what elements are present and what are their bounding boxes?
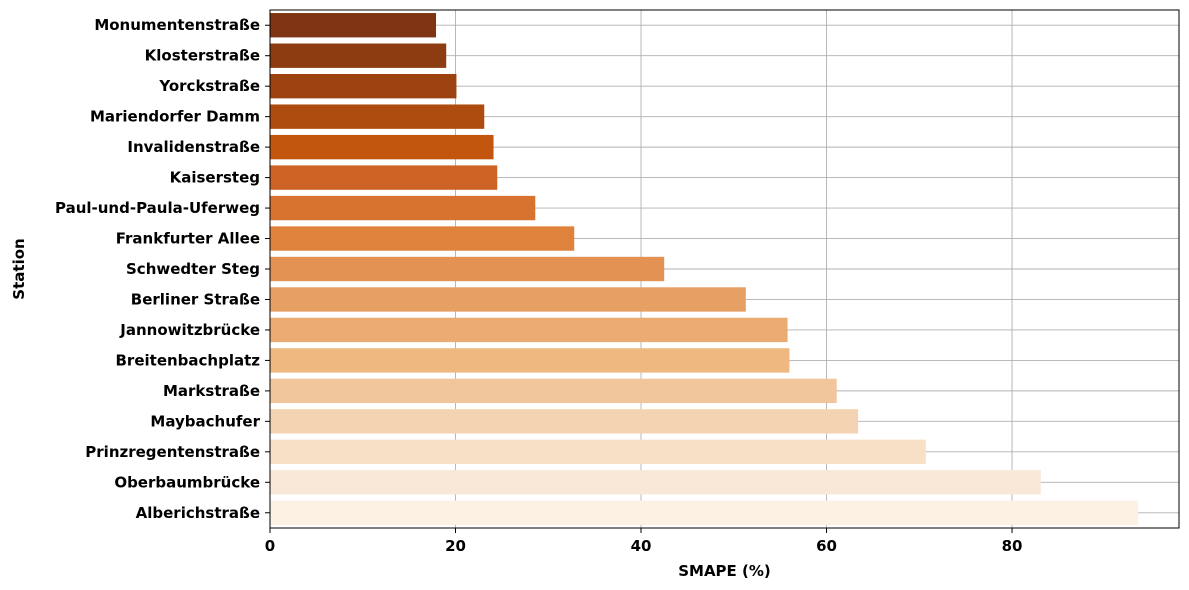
bar — [270, 134, 494, 160]
bars-layer — [270, 13, 1139, 525]
bar — [270, 287, 746, 312]
bar — [270, 43, 447, 68]
bar — [270, 439, 926, 465]
bar — [270, 13, 437, 38]
bar — [270, 378, 837, 404]
y-tick-label: Maybachufer — [150, 412, 260, 430]
y-axis-title: Station — [10, 238, 28, 299]
y-tick-label: Alberichstraße — [136, 504, 260, 522]
x-tick-label: 80 — [1002, 537, 1023, 555]
y-tick-label: Jannowitzbrücke — [119, 321, 260, 339]
bar — [270, 317, 788, 343]
y-tick-label: Breitenbachplatz — [116, 351, 261, 369]
bar — [270, 256, 665, 282]
y-tick-label: Mariendorfer Damm — [90, 108, 260, 126]
y-tick-label: Monumentenstraße — [94, 16, 260, 34]
y-tick-label: Markstraße — [163, 382, 260, 400]
y-tick-label: Berliner Straße — [131, 290, 260, 308]
y-tick-label: Yorckstraße — [158, 77, 260, 95]
y-tick-label: Schwedter Steg — [126, 260, 260, 278]
bar — [270, 409, 859, 434]
y-tick-label: Invalidenstraße — [127, 138, 260, 156]
y-tick-label: Oberbaumbrücke — [114, 473, 260, 491]
bar — [270, 195, 536, 221]
x-axis-title: SMAPE (%) — [678, 562, 771, 580]
y-tick-label: Paul-und-Paula-Uferweg — [55, 199, 260, 217]
bar — [270, 348, 790, 373]
bar — [270, 104, 485, 129]
bar — [270, 226, 575, 251]
bar — [270, 73, 457, 99]
y-tick-label: Prinzregentenstraße — [85, 443, 260, 461]
bar — [270, 500, 1139, 525]
bar — [270, 165, 498, 190]
bar — [270, 470, 1041, 495]
x-tick-label: 60 — [816, 537, 837, 555]
y-tick-label: Kaisersteg — [170, 169, 260, 187]
x-tick-label: 0 — [265, 537, 275, 555]
y-tick-label: Klosterstraße — [145, 47, 260, 65]
y-tick-label: Frankfurter Allee — [116, 230, 260, 248]
x-tick-label: 20 — [445, 537, 466, 555]
x-tick-label: 40 — [631, 537, 652, 555]
ticks-layer: 0 20 40 60 80 Monumentenstraße Klosterstraße Yo… — [55, 16, 1022, 555]
